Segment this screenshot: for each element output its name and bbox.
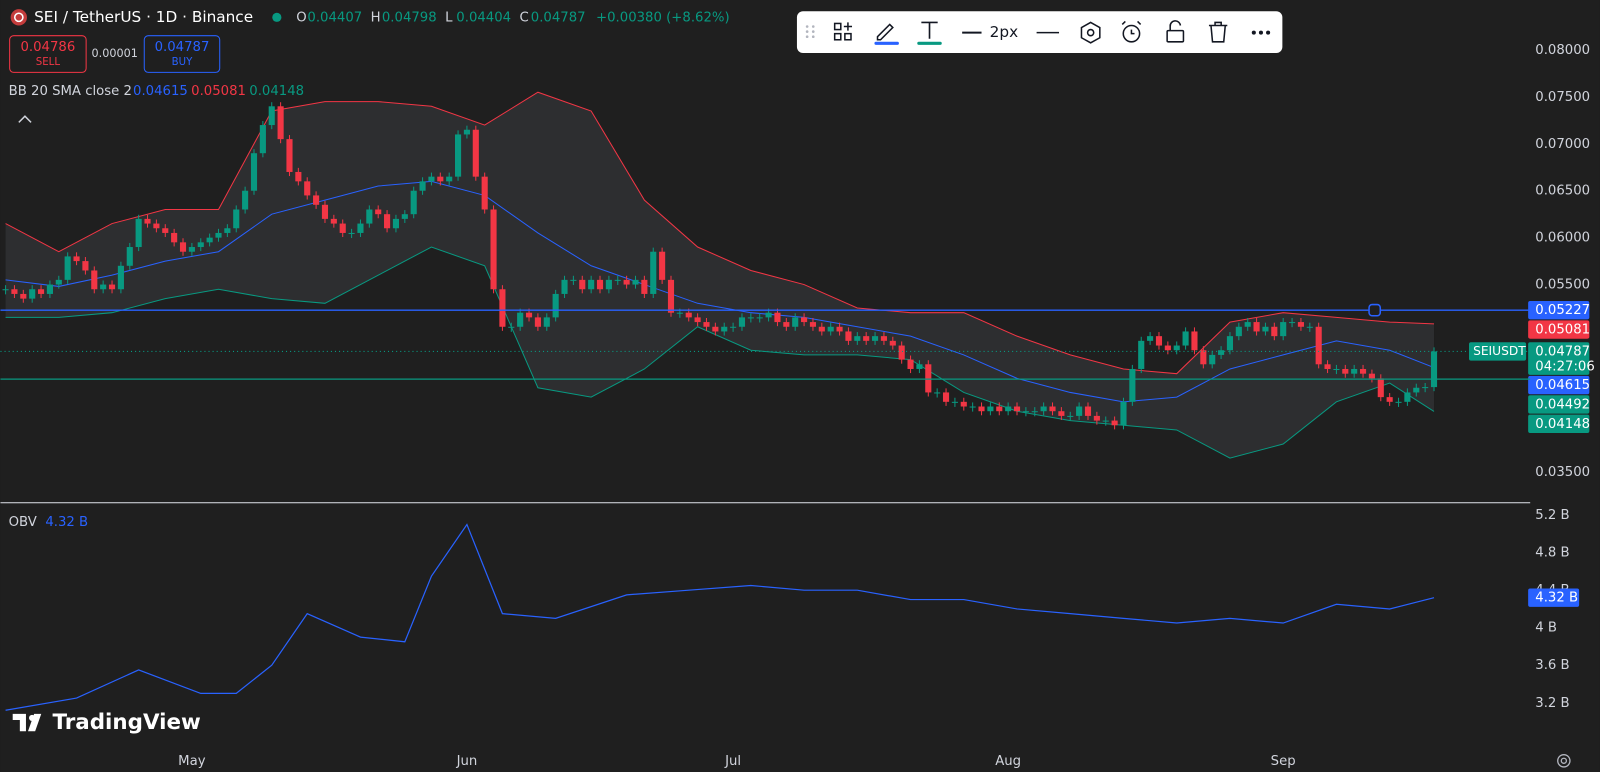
sell-button[interactable]	[9, 35, 87, 73]
drawing-toolbar: 2px	[796, 11, 1283, 54]
symbol-title: SEI / TetherUS · 1D · Binance	[34, 8, 253, 26]
x-tick-label: Jul	[724, 754, 741, 769]
ohlc-value: 0.04407	[307, 10, 362, 25]
logo-dot	[29, 714, 36, 722]
settings-gear[interactable]	[1557, 754, 1571, 768]
band-fill	[5, 92, 1435, 459]
sell-price: 0.04786	[20, 40, 75, 55]
symbol-tag-bg	[1468, 342, 1527, 361]
change: +0.00380 (+8.62%)	[596, 10, 730, 25]
ohlc-value: 0.04798	[382, 10, 437, 25]
y-tick-label: 0.03500	[1535, 465, 1590, 480]
bb-legend: BB 20 SMA close 2 0.04615 0.05081 0.04148	[9, 84, 304, 99]
bb-label: BB 20 SMA close 2	[9, 84, 132, 99]
last-value-label: 4.32 B	[1535, 591, 1578, 606]
alert-button[interactable]	[1121, 20, 1142, 43]
sell-label: SELL	[36, 57, 61, 68]
price-label-bg	[1528, 320, 1590, 339]
price-label-bg	[1528, 342, 1590, 375]
y-tick-label: 0.06500	[1535, 184, 1590, 199]
x-tick-label: Jun	[456, 754, 478, 769]
y-tick-label: 0.07500	[1535, 90, 1590, 105]
x-tick-label: Sep	[1271, 754, 1296, 769]
lock-button[interactable]	[1166, 20, 1185, 43]
band-middle	[5, 180, 1435, 403]
buy-label: BUY	[172, 57, 193, 68]
ohlc-key: L	[445, 10, 453, 25]
symbol-logo	[10, 9, 27, 26]
legend-value: 4.32 B	[45, 515, 88, 530]
y-tick-label: 4.8 B	[1535, 546, 1569, 561]
price-label: 0.05081	[1535, 323, 1590, 338]
drag-handle[interactable]	[805, 25, 815, 39]
price-label: 0.05227	[1535, 303, 1590, 318]
bb-value: 0.04148	[249, 84, 304, 99]
plot-layer	[2, 102, 1438, 711]
ohlc-legend: O 0.04407 H 0.04798 L 0.04404 C 0.04787	[296, 10, 585, 25]
ohlc-value: 0.04404	[456, 10, 511, 25]
obv-title: OBV	[9, 515, 37, 530]
price-label-bg	[1528, 395, 1590, 414]
y-tick-label: 4 B	[1535, 621, 1557, 636]
last-value-bg	[1528, 588, 1580, 607]
ohlc-key: C	[520, 10, 529, 25]
symbol-logo-mark	[13, 12, 24, 23]
y-tick-label: 0.05500	[1535, 278, 1590, 293]
x-tick-label: May	[178, 754, 206, 769]
buy-button[interactable]	[143, 35, 221, 73]
y-tick-label: 5.2 B	[1535, 508, 1569, 523]
bb-value: 0.04615	[133, 84, 188, 99]
delete-button[interactable]	[1208, 21, 1228, 43]
y-tick-label: 0.07000	[1535, 137, 1590, 152]
line-handle	[1368, 303, 1382, 317]
band-lower	[5, 246, 1435, 459]
ohlc-value: 0.04787	[531, 10, 586, 25]
ohlc-key: H	[371, 10, 381, 25]
band-layer	[5, 91, 1435, 459]
y-tick-label: 0.06000	[1535, 231, 1590, 246]
line-width[interactable]: 2px	[990, 23, 1018, 41]
templates-button[interactable]	[833, 22, 853, 41]
buy-price: 0.04787	[155, 40, 210, 55]
price-label: 0.04787	[1535, 344, 1590, 359]
more-button[interactable]	[1251, 30, 1271, 35]
y-tick-label: 3.2 B	[1535, 696, 1569, 711]
logo-text: TradingView	[52, 710, 201, 735]
price-label-bg	[1528, 300, 1590, 320]
obv-line	[5, 523, 1435, 711]
bb-value: 0.05081	[191, 84, 246, 99]
settings-button[interactable]	[1080, 21, 1101, 44]
price-label-bg	[1528, 414, 1590, 434]
price-label: 0.04615	[1535, 378, 1590, 393]
line-color-button[interactable]	[874, 23, 899, 45]
ohlc-key: O	[296, 10, 306, 25]
y-tick-label: 3.6 B	[1535, 658, 1569, 673]
price-label-bg	[1528, 375, 1590, 395]
x-tick-label: Aug	[995, 754, 1021, 769]
symbol-tag: SEIUSDT	[1473, 344, 1526, 358]
market-status[interactable]	[272, 12, 282, 22]
y-tick-label: 0.08000	[1535, 43, 1590, 58]
price-label: 0.04492	[1535, 397, 1590, 412]
price-label: 0.04148	[1535, 417, 1590, 432]
countdown: 04:27:06	[1535, 360, 1595, 375]
collapse-button[interactable]	[18, 115, 32, 123]
spread: 0.00001	[92, 47, 138, 60]
text-color-button[interactable]	[917, 21, 942, 45]
tradingview-logo: TradingView	[12, 710, 201, 735]
